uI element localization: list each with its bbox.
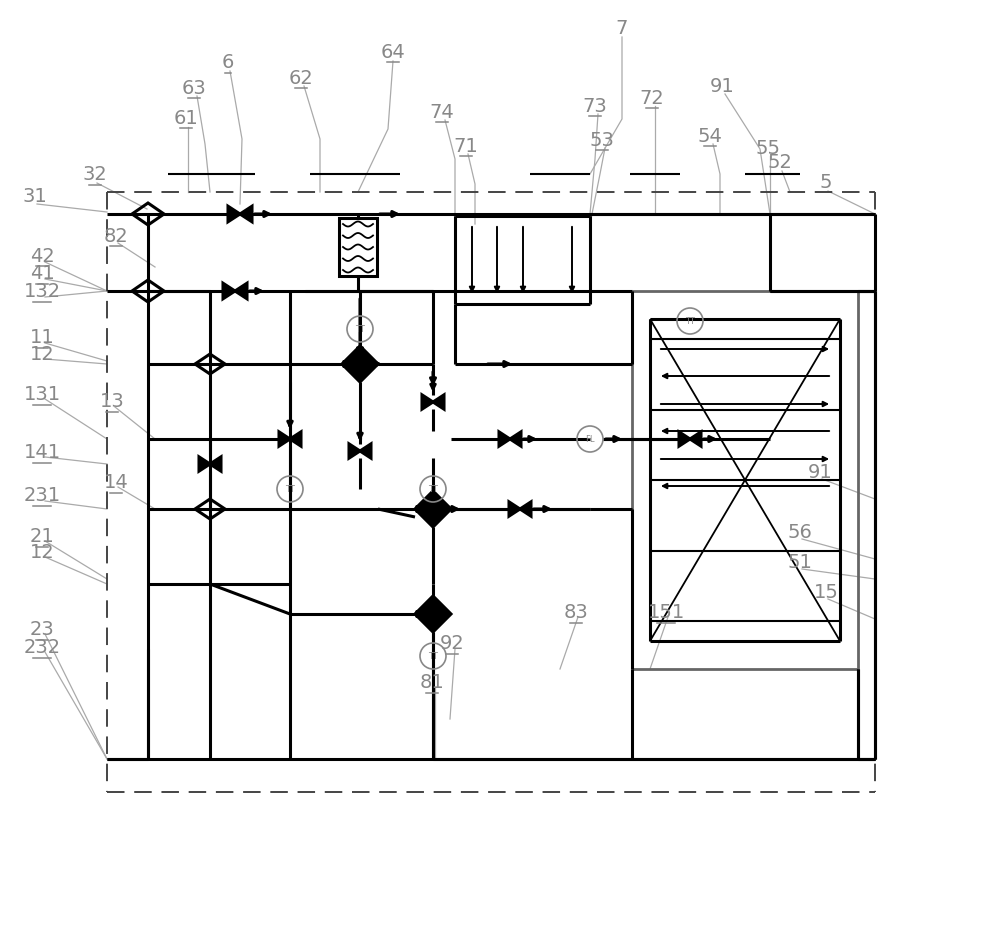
Text: 151: 151 bbox=[647, 603, 685, 622]
Text: 63: 63 bbox=[182, 79, 206, 97]
Text: 83: 83 bbox=[564, 603, 588, 622]
Polygon shape bbox=[360, 444, 371, 459]
Text: 56: 56 bbox=[788, 523, 812, 542]
Text: 231: 231 bbox=[23, 486, 61, 505]
Text: 64: 64 bbox=[381, 43, 405, 61]
Polygon shape bbox=[199, 457, 210, 472]
Text: 32: 32 bbox=[83, 165, 107, 184]
Text: 42: 42 bbox=[30, 247, 54, 265]
Text: 21: 21 bbox=[30, 527, 54, 546]
Text: 81: 81 bbox=[420, 673, 444, 692]
Polygon shape bbox=[415, 491, 451, 527]
Text: 92: 92 bbox=[440, 634, 464, 653]
Text: 12: 12 bbox=[30, 543, 54, 562]
Bar bbox=[339, 219, 377, 276]
Polygon shape bbox=[422, 396, 433, 410]
Polygon shape bbox=[520, 502, 531, 516]
Polygon shape bbox=[290, 432, 301, 447]
Polygon shape bbox=[415, 596, 451, 632]
Text: 15: 15 bbox=[814, 583, 838, 602]
Polygon shape bbox=[240, 207, 252, 222]
Text: 6: 6 bbox=[222, 54, 234, 72]
Text: 14: 14 bbox=[104, 473, 128, 492]
Text: 52: 52 bbox=[768, 153, 792, 172]
Text: 31: 31 bbox=[23, 186, 47, 205]
Polygon shape bbox=[228, 207, 240, 222]
Text: TT: TT bbox=[285, 485, 295, 494]
Text: 131: 131 bbox=[23, 385, 61, 404]
Text: 5: 5 bbox=[820, 173, 832, 192]
Text: 141: 141 bbox=[23, 443, 61, 462]
Polygon shape bbox=[690, 432, 701, 447]
Text: 41: 41 bbox=[30, 264, 54, 283]
Text: 91: 91 bbox=[808, 463, 832, 482]
Text: 23: 23 bbox=[30, 620, 54, 639]
Polygon shape bbox=[279, 432, 290, 447]
Text: 91: 91 bbox=[710, 76, 734, 95]
Text: TT: TT bbox=[428, 652, 438, 661]
Polygon shape bbox=[223, 284, 235, 299]
Polygon shape bbox=[679, 432, 690, 447]
Polygon shape bbox=[509, 502, 520, 516]
Polygon shape bbox=[235, 284, 247, 299]
Polygon shape bbox=[342, 347, 378, 383]
Text: 73: 73 bbox=[583, 96, 607, 115]
Polygon shape bbox=[349, 444, 360, 459]
Text: 82: 82 bbox=[104, 226, 128, 246]
Text: 61: 61 bbox=[174, 108, 198, 127]
Text: 132: 132 bbox=[23, 282, 61, 301]
Text: 74: 74 bbox=[430, 102, 454, 121]
Text: 51: 51 bbox=[788, 552, 812, 572]
Text: TT: TT bbox=[355, 325, 365, 334]
Polygon shape bbox=[210, 457, 221, 472]
Text: 13: 13 bbox=[100, 392, 124, 411]
Text: 11: 11 bbox=[30, 328, 54, 347]
Text: 71: 71 bbox=[454, 136, 478, 156]
Text: TT: TT bbox=[428, 485, 438, 494]
Text: 55: 55 bbox=[756, 138, 780, 158]
Text: TT: TT bbox=[685, 317, 695, 326]
Polygon shape bbox=[499, 432, 510, 447]
Text: 54: 54 bbox=[698, 126, 722, 146]
Text: 53: 53 bbox=[590, 131, 614, 149]
Text: 12: 12 bbox=[30, 345, 54, 364]
Polygon shape bbox=[510, 432, 521, 447]
Text: 62: 62 bbox=[289, 69, 313, 87]
Text: FL: FL bbox=[585, 435, 595, 444]
Text: 72: 72 bbox=[640, 88, 664, 108]
Polygon shape bbox=[433, 396, 444, 410]
Text: 232: 232 bbox=[23, 638, 61, 657]
Text: 7: 7 bbox=[616, 19, 628, 37]
